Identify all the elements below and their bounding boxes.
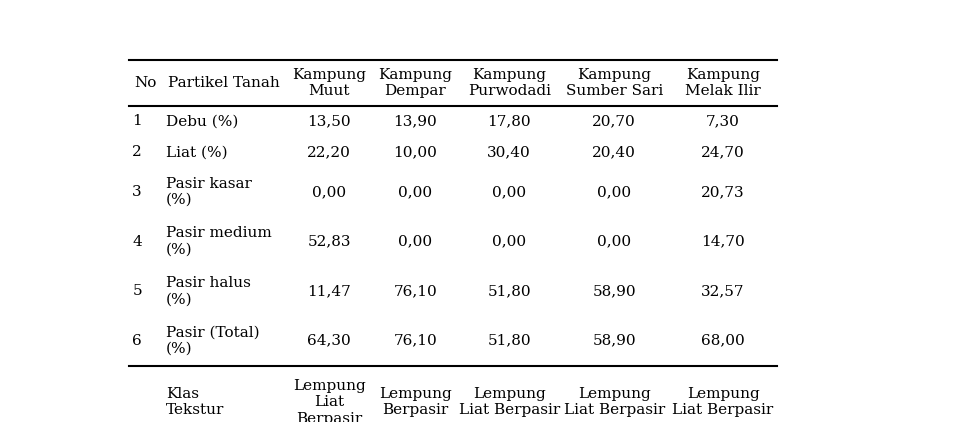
Text: No: No [135,76,157,90]
Text: 6: 6 [133,334,142,348]
Text: Pasir kasar
(%): Pasir kasar (%) [166,177,252,207]
Text: Lempung
Berpasir: Lempung Berpasir [379,387,452,417]
Text: Debu (%): Debu (%) [166,114,238,128]
Text: 22,20: 22,20 [307,145,351,159]
Text: 76,10: 76,10 [394,284,438,298]
Text: 51,80: 51,80 [488,334,531,348]
Text: 68,00: 68,00 [701,334,745,348]
Text: 17,80: 17,80 [488,114,531,128]
Text: 0,00: 0,00 [597,185,631,199]
Text: 20,73: 20,73 [701,185,744,199]
Text: Kampung
Purwodadi: Kampung Purwodadi [468,68,551,98]
Text: Pasir (Total)
(%): Pasir (Total) (%) [166,325,259,356]
Text: 58,90: 58,90 [592,284,636,298]
Text: 51,80: 51,80 [488,284,531,298]
Text: 13,90: 13,90 [394,114,438,128]
Text: Kampung
Melak Ilir: Kampung Melak Ilir [685,68,761,98]
Text: 0,00: 0,00 [312,185,347,199]
Text: 20,70: 20,70 [592,114,636,128]
Text: 24,70: 24,70 [701,145,745,159]
Text: 64,30: 64,30 [307,334,351,348]
Text: Klas
Tekstur: Klas Tekstur [166,387,225,417]
Text: Kampung
Dempar: Kampung Dempar [378,68,452,98]
Text: 0,00: 0,00 [399,235,433,249]
Text: Partikel Tanah: Partikel Tanah [168,76,280,90]
Text: 32,57: 32,57 [701,284,744,298]
Text: 58,90: 58,90 [592,334,636,348]
Text: 10,00: 10,00 [394,145,438,159]
Text: Pasir medium
(%): Pasir medium (%) [166,227,272,257]
Text: Liat (%): Liat (%) [166,145,227,159]
Text: 1: 1 [133,114,142,128]
Text: 0,00: 0,00 [492,235,527,249]
Text: Pasir halus
(%): Pasir halus (%) [166,276,251,306]
Text: 7,30: 7,30 [706,114,740,128]
Text: 52,83: 52,83 [308,235,351,249]
Text: Kampung
Sumber Sari: Kampung Sumber Sari [565,68,663,98]
Text: 11,47: 11,47 [307,284,351,298]
Text: 0,00: 0,00 [492,185,527,199]
Text: 14,70: 14,70 [701,235,745,249]
Text: 3: 3 [133,185,142,199]
Text: 0,00: 0,00 [399,185,433,199]
Text: 2: 2 [133,145,142,159]
Text: Lempung
Liat Berpasir: Lempung Liat Berpasir [563,387,665,417]
Text: 0,00: 0,00 [597,235,631,249]
Text: Lempung
Liat Berpasir: Lempung Liat Berpasir [459,387,560,417]
Text: Kampung
Muut: Kampung Muut [292,68,366,98]
Text: 76,10: 76,10 [394,334,438,348]
Text: 20,40: 20,40 [592,145,636,159]
Text: Lempung
Liat Berpasir: Lempung Liat Berpasir [673,387,773,417]
Text: 4: 4 [133,235,142,249]
Text: 30,40: 30,40 [487,145,531,159]
Text: 5: 5 [133,284,142,298]
Text: 13,50: 13,50 [308,114,351,128]
Text: Lempung
Liat
Berpasir: Lempung Liat Berpasir [292,379,366,422]
